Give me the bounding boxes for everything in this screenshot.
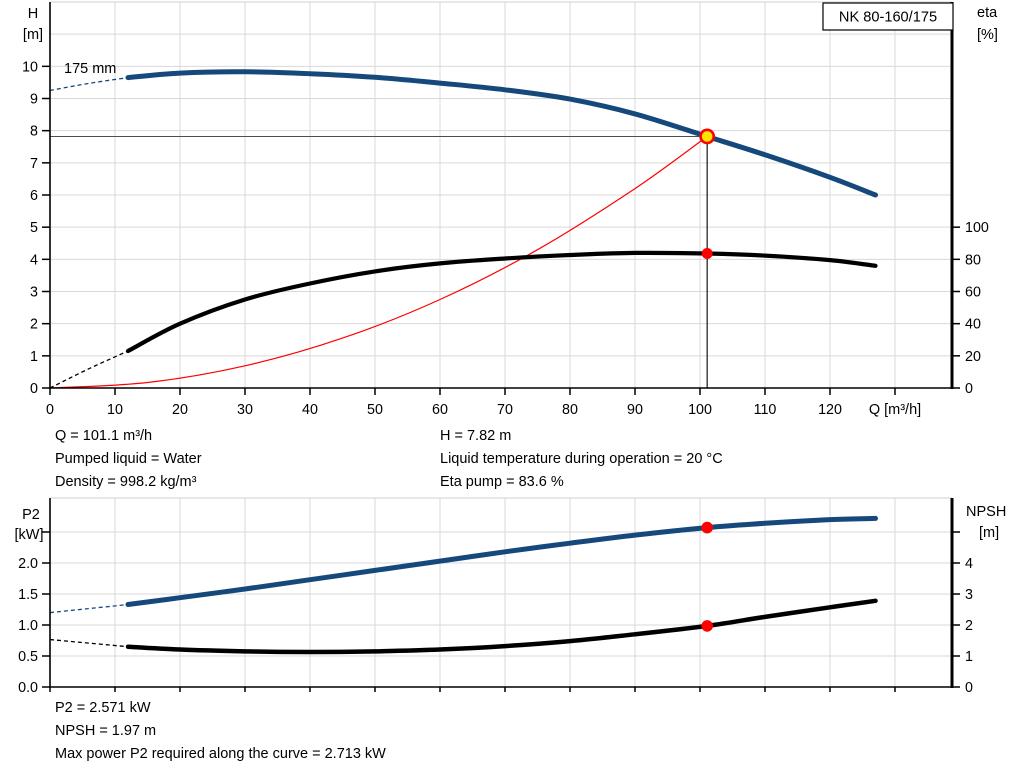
y-right-tick-label: 80	[965, 252, 981, 268]
y-left-tick-label: 6	[30, 188, 38, 204]
npsh-curve	[125, 598, 878, 655]
y-right-tick-label: 0	[965, 680, 973, 696]
head-curve	[125, 69, 878, 198]
x-tick-label: 60	[432, 402, 448, 418]
x-tick-label: 10	[107, 402, 123, 418]
npsh-curve-leadin	[49, 638, 129, 648]
liquid-temp-text: Liquid temperature during operation = 20…	[440, 451, 723, 467]
y-left-axis-unit: [kW]	[15, 527, 44, 543]
y-right-tick-label: 1	[965, 649, 973, 665]
y-right-axis-unit: [%]	[977, 27, 998, 43]
npsh-duty-dot	[701, 620, 713, 632]
y-left-axis-title: P2	[22, 507, 40, 523]
y-left-tick-label: 9	[30, 91, 38, 107]
pumped-liquid-text: Pumped liquid = Water	[55, 451, 202, 467]
y-left-tick-label: 0.0	[18, 680, 38, 696]
chart-title: NK 80-160/175	[839, 10, 937, 26]
x-axis-title: Q [m³/h]	[869, 402, 921, 418]
y-right-axis-unit: [m]	[979, 525, 999, 541]
x-tick-label: 20	[172, 402, 188, 418]
x-tick-label: 80	[562, 402, 578, 418]
y-left-tick-label: 3	[30, 284, 38, 300]
y-left-axis-title: H	[28, 6, 38, 22]
y-left-tick-label: 0.5	[18, 649, 38, 665]
x-tick-label: 120	[818, 402, 842, 418]
p2-value-text: P2 = 2.571 kW	[55, 700, 151, 716]
p2-curve-leadin	[49, 603, 129, 614]
x-tick-label: 70	[497, 402, 513, 418]
y-right-tick-label: 3	[965, 587, 973, 603]
y-left-tick-label: 10	[22, 59, 38, 75]
y-left-tick-label: 0	[30, 381, 38, 397]
y-right-tick-label: 4	[965, 556, 973, 572]
efficiency-curve-leadin	[49, 350, 129, 389]
impeller-diameter-label: 175 mm	[64, 61, 116, 77]
p2-curve	[125, 515, 878, 608]
y-left-tick-label: 1.0	[18, 618, 38, 634]
pump-name-box	[822, 2, 954, 31]
max-power-text: Max power P2 required along the curve = …	[55, 746, 386, 762]
density-text: Density = 998.2 kg/m³	[55, 474, 197, 490]
y-right-tick-label: 2	[965, 618, 973, 634]
y-right-tick-label: 0	[965, 381, 973, 397]
x-tick-label: 100	[688, 402, 712, 418]
y-left-tick-label: 8	[30, 124, 38, 140]
y-right-tick-label: 20	[965, 349, 981, 365]
efficiency-curve	[125, 250, 878, 354]
power-chart: 0.0 0.5 1.0 1.5 2.0 0 1 2 3 4 P2 [kW] NPSH [m]	[15, 497, 1006, 696]
npsh-value-text: NPSH = 1.97 m	[55, 723, 157, 739]
y-right-tick-label: 60	[965, 285, 981, 301]
y-right-axis-title: NPSH	[966, 504, 1006, 520]
y-left-axis-unit: [m]	[23, 27, 43, 43]
p2-duty-dot	[701, 521, 713, 534]
y-left-tick-label: 5	[30, 220, 38, 236]
eta-pump-text: Eta pump = 83.6 %	[440, 474, 564, 490]
system-curve	[49, 135, 708, 389]
head-curve-leadin	[49, 76, 129, 92]
y-left-tick-label: 1.5	[18, 587, 38, 603]
efficiency-duty-dot	[701, 248, 713, 260]
y-left-tick-label: 2	[30, 317, 38, 333]
y-right-tick-label: 100	[965, 220, 989, 236]
y-right-tick-label: 40	[965, 317, 981, 333]
y-left-tick-label: 7	[30, 156, 38, 172]
duty-point-marker[interactable]	[699, 128, 716, 145]
x-tick-label: 90	[627, 402, 643, 418]
y-left-tick-label: 1	[30, 349, 38, 365]
y-left-tick-label: 2.0	[18, 556, 38, 572]
x-tick-label: 110	[754, 402, 777, 418]
y-right-axis-title: eta	[977, 5, 998, 21]
y-left-tick-label: 4	[30, 252, 38, 268]
x-tick-label: 30	[237, 402, 253, 418]
x-tick-label: 50	[367, 402, 383, 418]
duty-flow-text: Q = 101.1 m³/h	[55, 428, 153, 444]
x-tick-label: 40	[302, 402, 318, 418]
duty-head-text: H = 7.82 m	[440, 428, 512, 444]
x-tick-label: 0	[46, 402, 54, 418]
